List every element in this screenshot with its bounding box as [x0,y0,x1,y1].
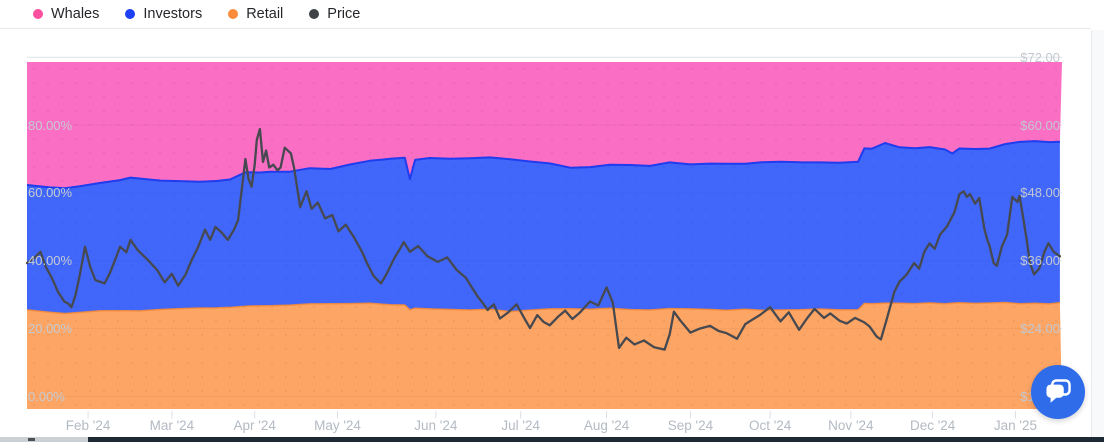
x-axis-label: Nov '24 [828,418,874,433]
area-investors [27,141,1060,314]
stacked-area-chart[interactable] [0,30,1104,442]
legend-item-price[interactable]: Price [309,7,360,22]
x-axis-label: Sep '24 [667,418,714,433]
legend-label: Price [327,5,361,22]
bottom-bar-gray-segment [0,437,88,442]
legend-dot-icon [33,9,43,19]
chart-legend: Whales Investors Retail Price [0,0,1091,29]
y-left-tick-label: 80.00% [28,117,73,133]
y-left-tick-label: 60.00% [28,185,73,201]
area-whales [27,62,1062,189]
x-axis-label: Mar '24 [149,418,195,433]
legend-item-retail[interactable]: Retail [228,7,283,22]
y-right-tick-label: $36.00 [1020,253,1060,269]
legend-label: Investors [143,5,203,22]
y-right-tick-label: $24.00 [1020,321,1060,337]
y-left-tick-label: 20.00% [28,321,73,337]
x-axis-label: Feb '24 [65,418,111,433]
right-divider [1091,30,1092,442]
y-right-tick-label: $48.00 [1020,185,1060,201]
y-right-tick-label: $72.00 [1020,49,1060,65]
y-left-tick-label: 0.00% [28,389,65,404]
legend-dot-icon [125,9,136,19]
x-axis-label: Apr '24 [233,418,276,433]
right-panel [1092,30,1104,442]
legend-item-investors[interactable]: Investors [125,7,202,22]
retail-top-edge [26,301,1060,315]
chat-bubbles-icon [1046,379,1071,403]
chat-widget-button[interactable] [1031,365,1085,419]
y-left-tick-label: 40.00% [28,253,73,269]
legend-dot-icon [309,9,320,19]
legend-label: Retail [246,5,284,22]
legend-dot-icon [228,9,239,19]
legend-item-whales[interactable]: Whales [33,7,99,22]
x-axis-label: Jul '24 [501,418,540,433]
x-axis-label: Jan '25 [993,418,1037,433]
x-axis-label: Dec '24 [909,418,956,433]
investors-top-edge [26,140,1060,190]
area-retail [27,302,1062,409]
y-right-tick-label: $60.00 [1020,117,1060,133]
price-line [25,127,1062,351]
chart-canvas[interactable] [0,30,1104,442]
legend-label: Whales [51,5,100,22]
bottom-bar-mark [28,438,35,441]
bottom-bar [0,437,1104,442]
x-axis-label: Jun '24 [414,418,458,433]
x-axis-label: Oct '24 [748,418,792,433]
x-axis-label: Aug '24 [583,418,630,433]
x-axis-label: May '24 [314,418,361,433]
